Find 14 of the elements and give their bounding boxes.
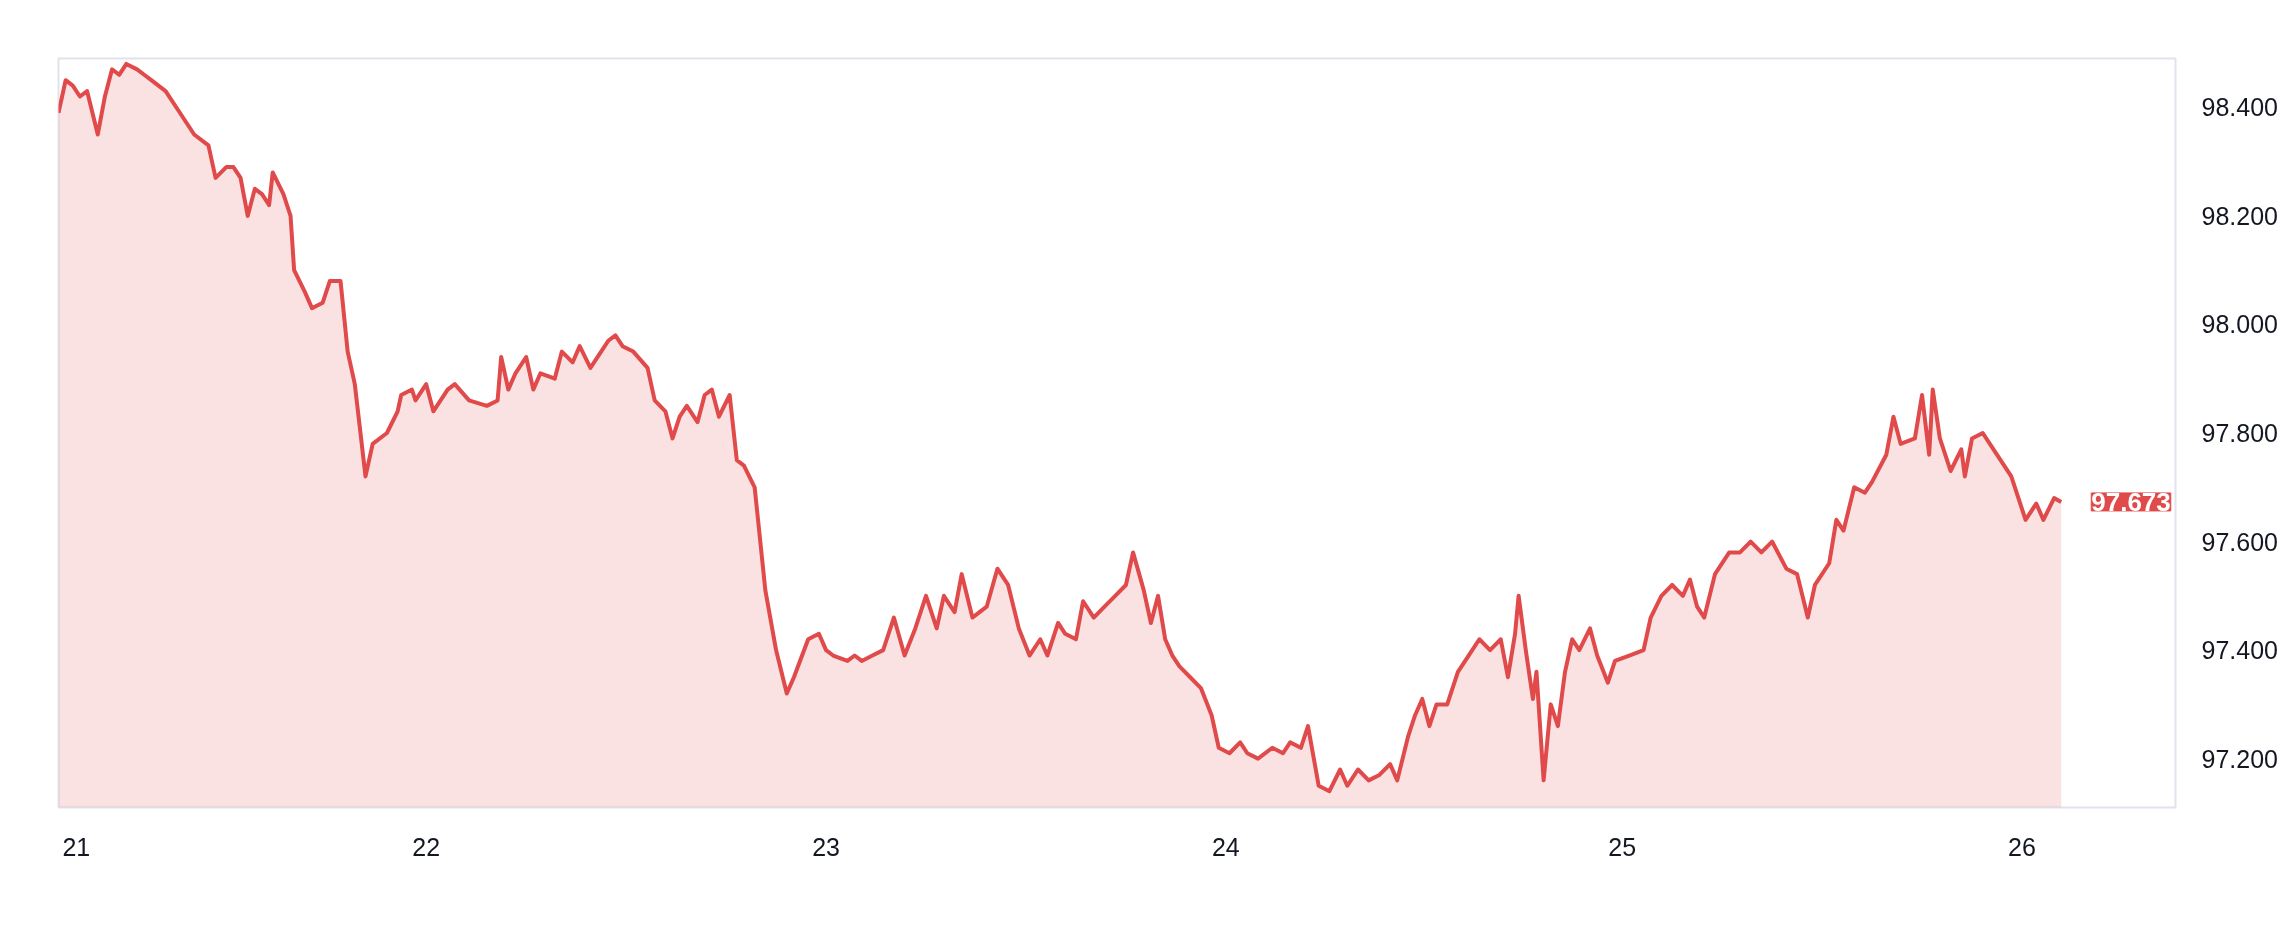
x-tick-label: 25 xyxy=(1608,832,1637,861)
y-tick-label: 98.200 xyxy=(2201,201,2278,230)
y-tick-label: 97.400 xyxy=(2201,636,2278,665)
x-tick-label: 21 xyxy=(62,832,91,861)
y-tick-label: 97.200 xyxy=(2201,744,2278,773)
y-tick-label: 98.000 xyxy=(2201,310,2278,339)
annotation: 97.673 xyxy=(2091,486,2171,517)
x-tick-label: 23 xyxy=(812,832,840,861)
y-tick-label: 97.800 xyxy=(2201,419,2278,447)
x-tick-label: 26 xyxy=(2008,832,2036,861)
x-tick-label: 24 xyxy=(1211,832,1240,861)
x-tick-label: 22 xyxy=(412,832,441,861)
y-tick-label: 98.400 xyxy=(2201,93,2278,122)
y-tick-label: 97.600 xyxy=(2201,527,2278,556)
